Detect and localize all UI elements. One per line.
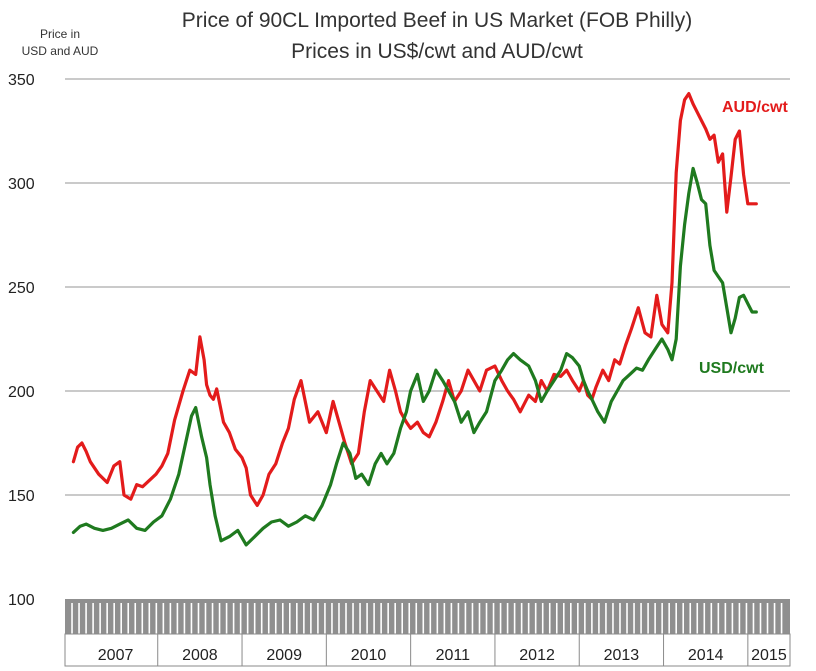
x-tick-label-2011: 2011 — [436, 647, 471, 664]
series-line-aud — [71, 91, 758, 507]
y-tick-label-350: 350 — [8, 72, 35, 89]
series-label-usd: USD/cwt — [699, 360, 765, 377]
x-tick-label-2012: 2012 — [519, 647, 555, 664]
y-tick-label-300: 300 — [8, 176, 35, 193]
series-label-aud: AUD/cwt — [722, 99, 788, 116]
x-tick-labels: 2007 2008 2009 2010 2011 2012 2013 2014 2015 — [98, 647, 787, 664]
y-tick-labels: 100 150 200 250 300 350 — [8, 72, 35, 609]
y-tick-label-150: 150 — [8, 488, 35, 505]
y-tick-label-200: 200 — [8, 384, 35, 401]
chart-title: Price of 90CL Imported Beef in US Market… — [182, 9, 692, 32]
x-tick-label-2013: 2013 — [604, 647, 640, 664]
x-tick-label-2014: 2014 — [688, 647, 724, 664]
y-tick-label-250: 250 — [8, 280, 35, 297]
x-axis-band — [64, 599, 791, 667]
series-line-usd — [71, 166, 758, 547]
x-axis-label-row — [64, 633, 791, 667]
x-tick-label-2009: 2009 — [266, 647, 302, 664]
chart-subtitle: Prices in US$/cwt and AUD/cwt — [291, 40, 583, 63]
y-axis-title-line-1: Price in — [40, 27, 80, 41]
x-tick-label-2007: 2007 — [98, 647, 134, 664]
x-tick-label-2010: 2010 — [351, 647, 387, 664]
x-tick-label-2015: 2015 — [751, 647, 787, 664]
series-lines — [71, 91, 758, 547]
x-tick-label-2008: 2008 — [182, 647, 218, 664]
y-axis-title-line-2: USD and AUD — [22, 44, 99, 58]
y-tick-label-100: 100 — [8, 592, 35, 609]
gridlines — [65, 78, 790, 496]
x-axis-band-strip — [65, 599, 790, 634]
